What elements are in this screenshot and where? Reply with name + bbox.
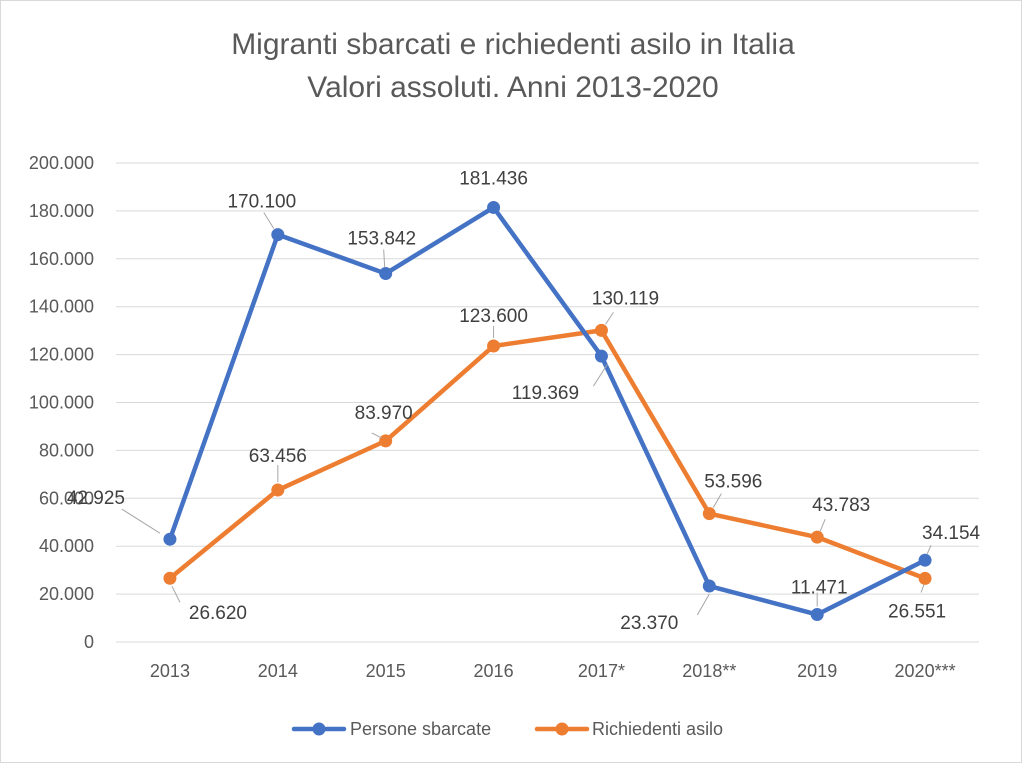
data-label: 26.551 [888,601,946,622]
data-label: 63.456 [249,446,307,467]
y-tick-label: 200.000 [29,153,94,173]
data-point[interactable] [163,571,177,585]
y-tick-label: 60.000 [39,488,94,508]
label-leader-line [819,518,826,532]
chart-subtitle: Valori assoluti. Anni 2013-2020 [307,71,718,104]
legend-label: Persone sbarcate [350,719,491,739]
y-tick-label: 20.000 [39,584,94,604]
data-point[interactable] [487,339,501,353]
data-point[interactable] [594,323,608,337]
x-tick-label: 2017* [578,661,625,681]
data-label: 11.471 [791,578,848,599]
data-point[interactable] [918,553,932,567]
data-label: 53.596 [704,472,762,493]
data-label: 153.842 [347,229,416,250]
x-tick-label: 2016 [474,661,514,681]
data-label: 42.925 [67,488,125,509]
label-leader-line [920,584,925,593]
data-label: 43.783 [812,495,870,516]
data-label: 181.436 [459,168,528,189]
y-tick-label: 40.000 [39,536,94,556]
series-lines [163,200,932,622]
data-point[interactable] [163,532,177,546]
data-point[interactable] [487,200,501,214]
y-tick-label: 160.000 [29,249,94,269]
series-line [167,205,928,617]
y-tick-label: 140.000 [29,297,94,317]
label-leader-line [383,249,386,268]
gridlines [116,162,979,643]
data-point[interactable] [702,507,716,521]
x-tick-label: 2013 [150,661,190,681]
legend[interactable]: Persone sbarcate Richiedenti asilo [291,719,723,739]
y-tick-label: 100.000 [29,393,94,413]
data-label: 119.369 [512,383,579,404]
x-tick-label: 2015 [366,661,406,681]
data-point[interactable] [702,579,716,593]
label-leader-line [171,586,181,603]
data-point[interactable] [379,434,393,448]
legend-label: Richiedenti asilo [592,719,723,739]
data-point[interactable] [918,571,932,585]
data-point[interactable] [271,483,285,497]
label-leader-line [712,493,722,508]
data-label: 83.970 [355,403,413,424]
y-tick-label: 180.000 [29,201,94,221]
series-line [167,328,928,581]
data-point[interactable] [810,608,824,622]
data-point[interactable] [271,228,285,242]
y-axis-ticks: 0 20.000 40.000 60.000 80.000 100.000 120.000 1… [29,153,94,652]
data-label: 34.154 [922,523,981,544]
legend-marker [312,722,326,736]
y-tick-label: 0 [84,632,94,652]
data-label: 130.119 [592,288,659,309]
label-leader-line [263,212,275,229]
x-tick-label: 2014 [258,661,298,681]
label-leader-line [371,432,382,439]
x-tick-label: 2018** [682,661,736,681]
data-labels: 42.925 170.100 153.842 181.436 119.369 23.370… [67,168,981,634]
label-leader-line [593,363,608,387]
legend-marker [555,722,569,736]
x-tick-label: 2020*** [895,661,956,681]
data-point[interactable] [810,530,824,544]
data-label: 123.600 [459,306,528,327]
data-label: 26.620 [189,603,247,624]
data-label: 170.100 [227,192,296,213]
data-point[interactable] [379,267,393,281]
y-tick-label: 120.000 [29,345,94,365]
label-leader-line [605,312,614,325]
x-tick-label: 2019 [797,661,837,681]
label-leader-line [696,593,710,616]
data-label-leaders [121,212,932,616]
x-axis-ticks: 2013 2014 2015 2016 2017* 2018** 2019 2020*** [150,661,956,681]
y-tick-label: 80.000 [39,440,94,460]
label-leader-line [926,544,932,555]
chart-title: Migranti sbarcati e richiedenti asilo in… [231,28,795,61]
label-leader-line [121,508,161,534]
data-label: 23.370 [620,613,678,634]
data-point[interactable] [594,349,608,363]
